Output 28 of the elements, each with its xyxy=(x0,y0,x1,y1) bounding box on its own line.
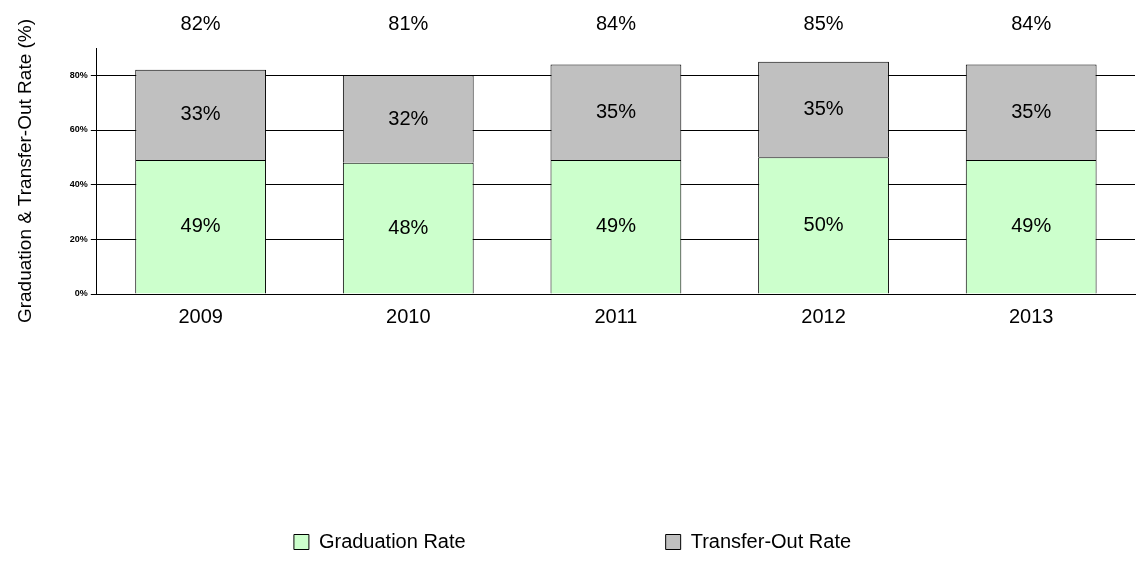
data-label: 35% xyxy=(595,99,637,122)
total-label: 85% xyxy=(803,11,844,34)
y-axis-title: Graduation & Transfer-Out Rate (%) xyxy=(13,18,35,324)
y-tick-label: 80% xyxy=(69,69,88,80)
data-label: 35% xyxy=(803,97,844,120)
total-label: 84% xyxy=(595,11,637,34)
y-tick-label: 60% xyxy=(69,124,88,135)
y-tick-label: 40% xyxy=(69,179,88,190)
data-label: 33% xyxy=(180,102,221,125)
total-label: 81% xyxy=(388,11,429,34)
legend-label: Graduation Rate xyxy=(318,529,466,552)
y-tick-label: 0% xyxy=(74,288,88,299)
total-label: 82% xyxy=(180,11,221,34)
x-tick-label: 2012 xyxy=(801,304,846,327)
data-label: 50% xyxy=(803,212,844,235)
x-tick-label: 2010 xyxy=(386,304,431,327)
data-label: 49% xyxy=(1011,214,1052,237)
y-tick-label: 20% xyxy=(69,233,88,244)
data-label: 48% xyxy=(388,215,429,238)
legend-label: Transfer-Out Rate xyxy=(690,529,852,552)
data-label: 49% xyxy=(595,214,637,237)
x-tick-label: 2009 xyxy=(178,304,223,327)
x-tick-label: 2013 xyxy=(1008,304,1054,327)
data-label: 32% xyxy=(388,106,429,129)
data-label: 35% xyxy=(1011,99,1052,122)
data-label: 49% xyxy=(180,214,221,237)
total-label: 84% xyxy=(1011,11,1052,34)
x-tick-label: 2011 xyxy=(594,304,638,327)
